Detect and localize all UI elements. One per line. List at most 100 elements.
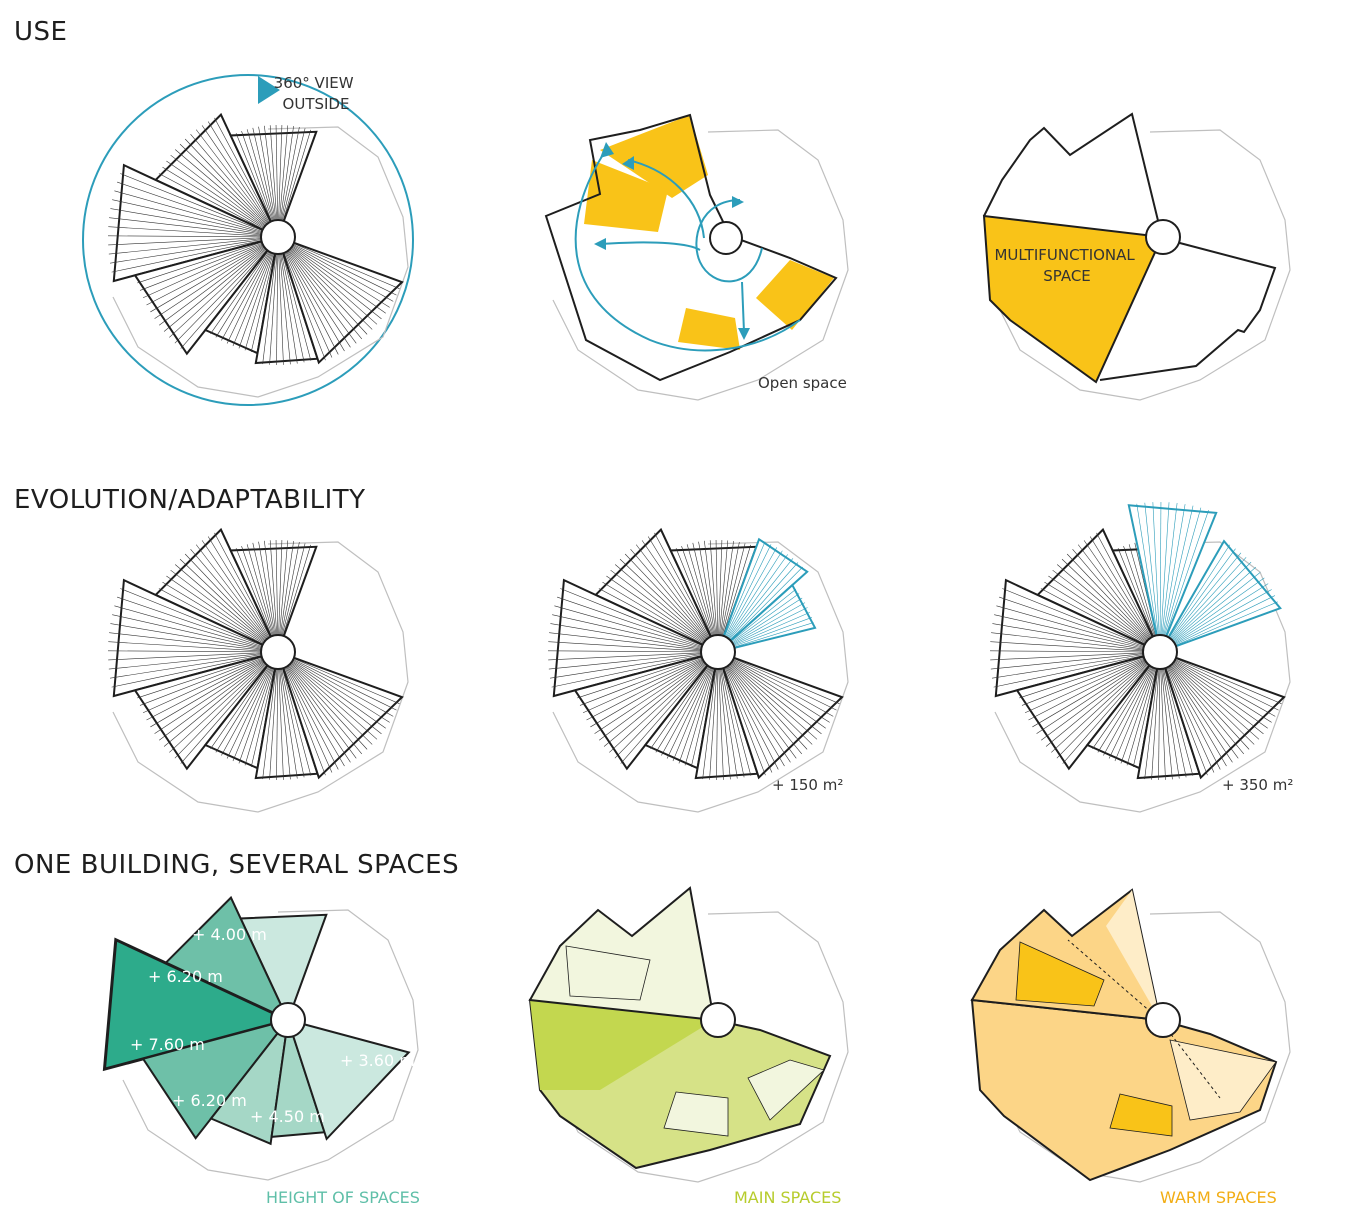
rib-line: [142, 243, 263, 299]
rib-line: [281, 668, 305, 778]
rib-line: [282, 129, 312, 221]
ghost-outline-line: [994, 129, 1291, 401]
rib-line: [280, 668, 298, 779]
rib-line: [195, 544, 268, 639]
rib-line: [1028, 659, 1146, 721]
room-fan: [548, 527, 849, 813]
room-fan: [990, 502, 1291, 813]
rib-line: [598, 588, 704, 645]
diagram-main-spaces: MAIN SPACES: [528, 886, 849, 1207]
rib-line: [174, 149, 266, 227]
rib-line: [184, 553, 267, 640]
rib-line: [609, 663, 706, 753]
rib-line: [252, 542, 275, 636]
rib-line: [732, 660, 830, 723]
room-block: [1015, 941, 1105, 1007]
extension-rib-line: [733, 607, 808, 645]
rib-line: [1044, 581, 1146, 644]
rib-line: [724, 667, 773, 773]
rib-line: [548, 652, 702, 661]
cool-space-zone: [1169, 1039, 1277, 1121]
rib-line: [1171, 663, 1255, 745]
rib-line: [606, 575, 705, 643]
rib-line: [720, 541, 734, 636]
room-block: [756, 260, 834, 330]
extension-rib-line: [1172, 566, 1257, 641]
extension-rib-line: [731, 593, 800, 643]
circulation-paths: [574, 149, 801, 352]
height-caption: HEIGHT OF SPACES: [266, 1188, 420, 1207]
ghost-outline-line: [112, 126, 409, 398]
rib-line: [117, 596, 263, 647]
rib-line: [258, 541, 276, 636]
rib-line: [163, 662, 266, 747]
extension-rib-line: [726, 550, 783, 638]
multifunctional-label-line-1: MULTIFUNCTIONAL: [994, 246, 1135, 264]
rib-line: [292, 245, 394, 302]
rib-line: [1171, 664, 1250, 750]
rib-line: [1162, 668, 1180, 779]
rib-line: [1097, 666, 1152, 753]
rib-line: [290, 663, 378, 740]
rib-line: [692, 542, 715, 636]
rib-line: [278, 668, 284, 780]
rib-line: [292, 245, 390, 308]
rib-line: [1096, 532, 1153, 638]
rib-line: [1166, 667, 1215, 773]
rib-line: [190, 548, 268, 640]
rib-line: [279, 668, 291, 780]
rib-line: [174, 564, 266, 642]
extension-rib-line: [732, 597, 803, 644]
rib-line: [158, 588, 264, 645]
core-circle: [270, 1002, 306, 1038]
ghost-outline-line: [112, 541, 409, 813]
rib-line: [264, 125, 277, 221]
ghost-outline: [552, 129, 849, 401]
rib-line: [1051, 663, 1148, 753]
rib-line: [278, 540, 283, 636]
room-block: [1109, 1093, 1173, 1137]
extension-rib-line: [733, 612, 810, 646]
rib-line: [279, 125, 289, 221]
extension-rib-line: [1171, 561, 1252, 641]
main-space-zone-dark: [530, 1000, 714, 1090]
rib-line: [1132, 668, 1157, 767]
rib-line: [720, 668, 738, 779]
open-space-caption: Open space: [758, 374, 847, 392]
rib-line: [281, 128, 306, 221]
rib-line: [1052, 569, 1147, 642]
multifunctional-zone: [982, 214, 1164, 384]
rib-line: [1174, 660, 1276, 717]
rib-line: [990, 641, 1144, 652]
rib-line: [166, 160, 265, 228]
rib-line: [158, 173, 264, 230]
room-block: [747, 1059, 825, 1121]
ghost-outline-line: [552, 911, 849, 1183]
rib-line: [290, 248, 378, 325]
multifunctional-label: MULTIFUNCTIONAL SPACE: [994, 246, 1139, 285]
rib-line: [108, 238, 262, 255]
rib-line: [114, 605, 262, 648]
rib-line: [154, 246, 264, 319]
rib-line: [108, 650, 262, 653]
rib-line: [146, 244, 264, 306]
rib-line: [280, 126, 294, 221]
rib-line: [594, 661, 704, 734]
diagram-height-of-spaces: + 4.00 m+ 6.20 m+ 7.60 m+ 6.20 m+ 4.50 m…: [102, 895, 420, 1207]
rib-line: [1164, 668, 1194, 776]
extension-rib-line: [1160, 502, 1170, 636]
rib-line: [992, 623, 1144, 650]
view-ring: [82, 74, 414, 406]
rib-line: [289, 663, 373, 745]
rib-line: [180, 249, 268, 349]
rib-line: [1167, 666, 1221, 770]
rib-line: [293, 243, 400, 289]
diagram-open-space: Open space: [544, 113, 849, 401]
rib-line: [289, 248, 373, 330]
rib-line: [250, 668, 275, 767]
rib-line: [169, 663, 266, 753]
rib-line: [727, 665, 797, 759]
extension-rib-line: [734, 622, 814, 648]
rib-line: [1173, 661, 1268, 729]
rib-line: [174, 248, 267, 344]
